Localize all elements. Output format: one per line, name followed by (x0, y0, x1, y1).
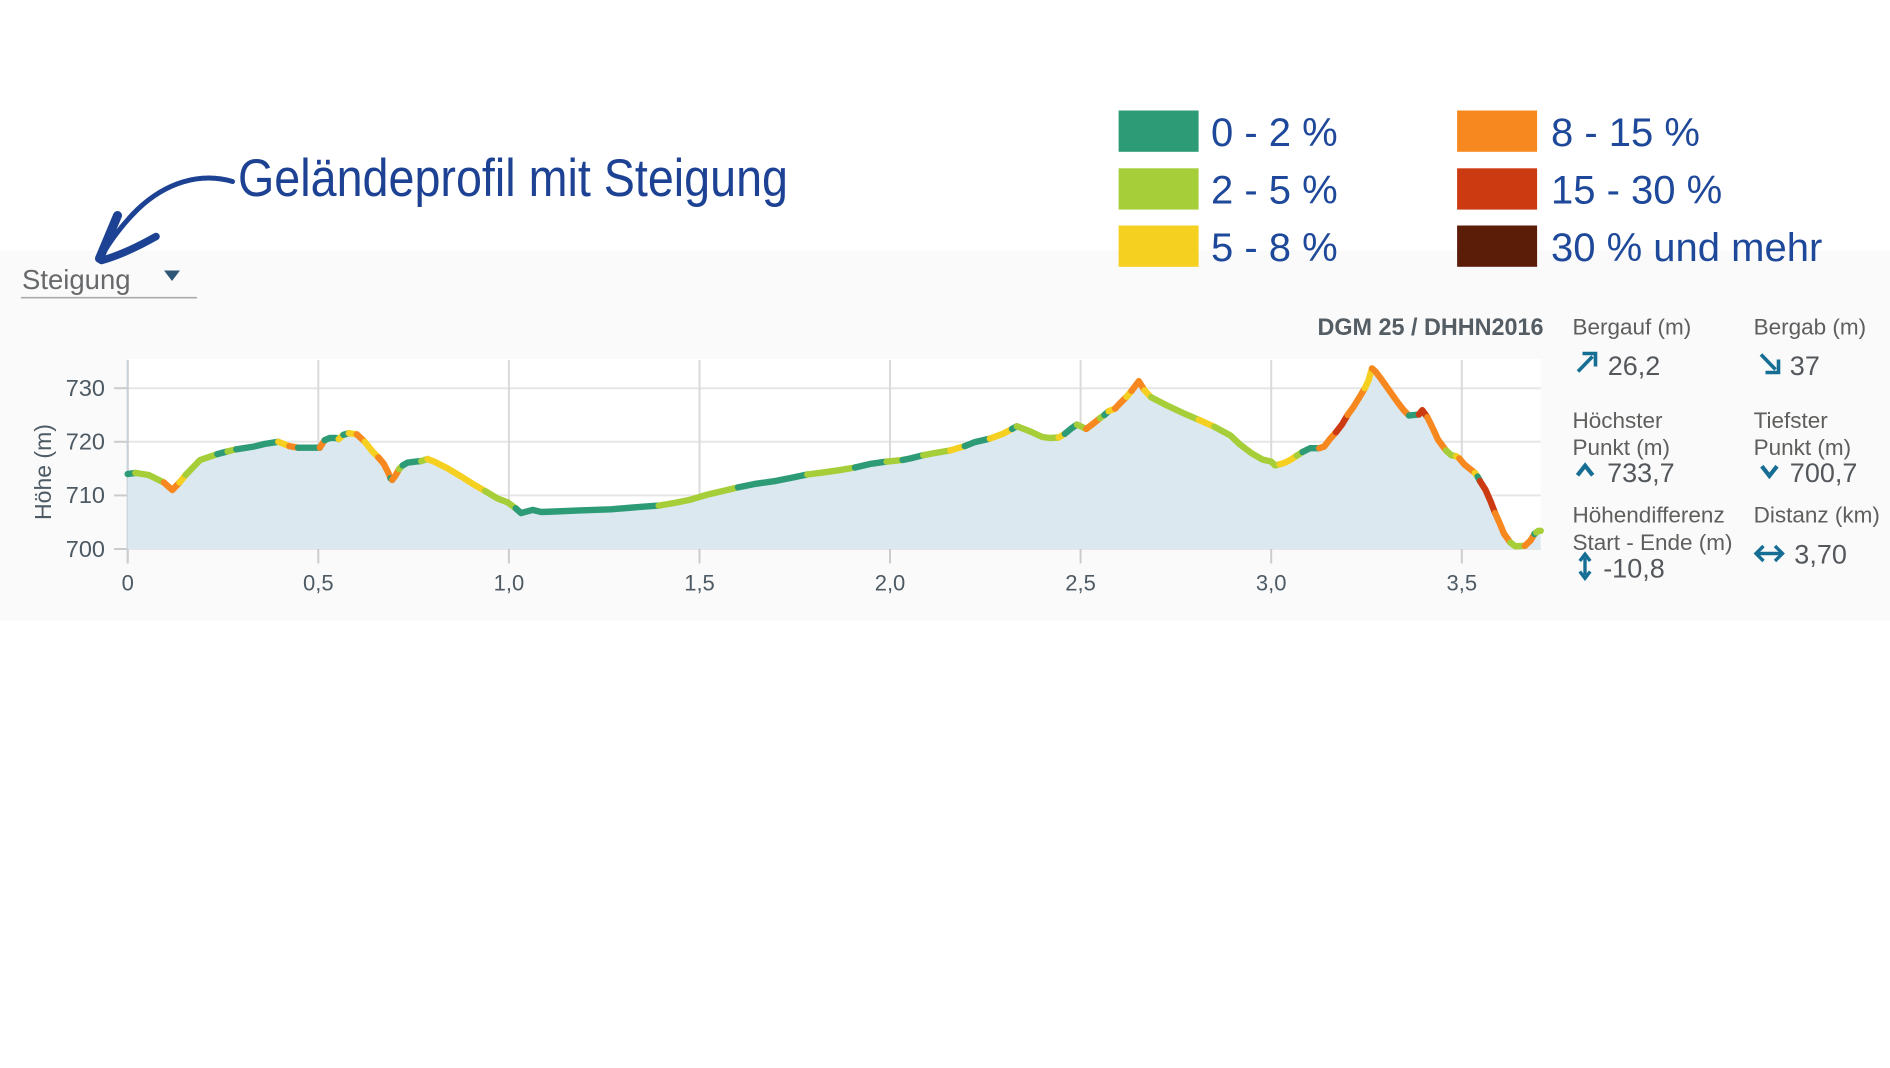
svg-text:Bergauf (m): Bergauf (m) (1573, 315, 1692, 340)
svg-text:DGM 25 / DHHN2016: DGM 25 / DHHN2016 (1318, 314, 1544, 341)
svg-text:0,5: 0,5 (303, 571, 334, 596)
svg-text:733,7: 733,7 (1607, 458, 1675, 488)
svg-text:Start - Ende (m): Start - Ende (m) (1573, 530, 1733, 555)
svg-text:0 - 2 %: 0 - 2 % (1211, 111, 1338, 155)
svg-text:Höhendifferenz: Höhendifferenz (1573, 503, 1725, 528)
svg-text:Geländeprofil mit Steigung: Geländeprofil mit Steigung (238, 149, 788, 208)
svg-text:8 - 15 %: 8 - 15 % (1551, 111, 1700, 155)
svg-text:3,70: 3,70 (1794, 540, 1847, 570)
svg-text:37: 37 (1790, 351, 1820, 381)
svg-text:3,5: 3,5 (1447, 571, 1478, 596)
svg-text:Höhe (m): Höhe (m) (30, 424, 56, 520)
svg-text:2,0: 2,0 (875, 571, 906, 596)
svg-text:Tiefster: Tiefster (1754, 408, 1829, 433)
svg-text:Steigung: Steigung (22, 264, 131, 295)
svg-text:710: 710 (66, 482, 105, 508)
svg-text:1,0: 1,0 (494, 571, 525, 596)
svg-text:2,5: 2,5 (1065, 571, 1096, 596)
svg-text:Höchster: Höchster (1573, 408, 1664, 433)
svg-text:0: 0 (122, 571, 134, 596)
svg-text:3,0: 3,0 (1256, 571, 1287, 596)
svg-text:Bergab (m): Bergab (m) (1754, 315, 1867, 340)
svg-text:Punkt (m): Punkt (m) (1573, 435, 1671, 460)
svg-text:720: 720 (66, 429, 105, 455)
svg-text:2 - 5 %: 2 - 5 % (1211, 169, 1338, 213)
svg-text:700: 700 (66, 536, 105, 562)
svg-text:730: 730 (66, 375, 105, 401)
svg-text:Punkt (m): Punkt (m) (1754, 435, 1852, 460)
svg-text:-10,8: -10,8 (1603, 554, 1665, 584)
svg-text:15 - 30 %: 15 - 30 % (1551, 169, 1722, 213)
svg-text:Distanz (km): Distanz (km) (1754, 503, 1880, 528)
svg-text:5 - 8 %: 5 - 8 % (1211, 226, 1338, 270)
svg-text:26,2: 26,2 (1608, 351, 1661, 381)
svg-text:700,7: 700,7 (1790, 458, 1858, 488)
svg-text:30 % und mehr: 30 % und mehr (1551, 226, 1822, 270)
svg-text:1,5: 1,5 (684, 571, 715, 596)
